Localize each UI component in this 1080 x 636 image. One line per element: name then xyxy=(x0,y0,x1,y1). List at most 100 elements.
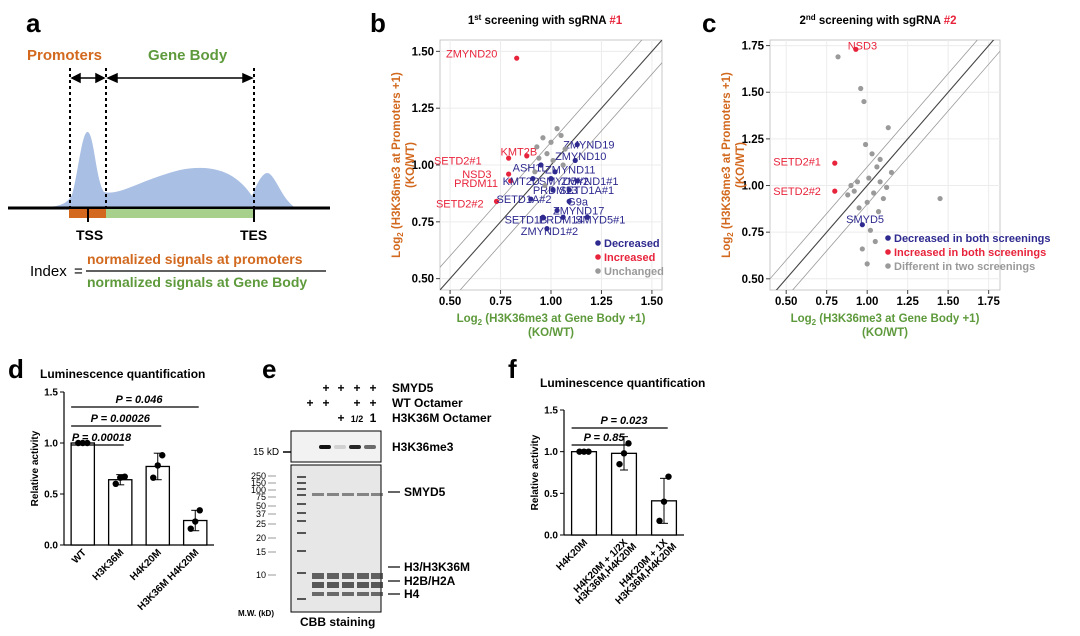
gel-band xyxy=(357,592,369,596)
data-point xyxy=(574,141,580,148)
panel-f-bar: f Luminescence quantification 0.0 0.5 1.0 1… xyxy=(508,354,705,607)
y-tick-label: 0.0 xyxy=(44,541,58,552)
data-point xyxy=(874,164,880,170)
bar xyxy=(570,451,598,536)
data-point xyxy=(871,190,877,196)
y-tick-label: 0.50 xyxy=(742,274,764,286)
signal-profile xyxy=(22,131,296,208)
point-label: KMT2B xyxy=(501,146,538,158)
legend-label: Different in two screenings xyxy=(894,261,1035,273)
data-point xyxy=(884,184,890,190)
data-point xyxy=(534,144,540,150)
point-label: KMT2D xyxy=(503,176,540,188)
tss-label: TSS xyxy=(76,227,103,243)
x-tick-label: 0.50 xyxy=(439,296,461,308)
mw-tick-label: 10 xyxy=(256,570,266,580)
gel-band xyxy=(327,582,339,588)
ladder-band xyxy=(297,520,306,522)
ladder-band xyxy=(297,476,306,478)
replicate-dot xyxy=(159,452,166,459)
identity-lines xyxy=(770,40,1000,290)
point-label: ZMYND10 xyxy=(555,151,606,163)
legend-marker xyxy=(885,263,891,269)
gel-band xyxy=(357,573,369,579)
point-label: ZMYND11 xyxy=(545,165,596,177)
gel-band xyxy=(342,493,354,496)
ladder-band xyxy=(297,532,306,534)
replicate-dot xyxy=(665,473,672,480)
blot-band xyxy=(319,445,331,449)
data-point xyxy=(528,196,534,202)
mw-tick-label: 37 xyxy=(256,509,266,519)
mw-label: M.W. (kD) xyxy=(238,609,274,618)
y-tick-label: 1.0 xyxy=(44,439,58,450)
y-tick-label: 0.0 xyxy=(544,531,558,542)
replicate-dot xyxy=(187,525,194,532)
promoter-arrow xyxy=(70,72,106,84)
x-tick-label: 1.00 xyxy=(540,296,562,308)
data-point xyxy=(572,157,578,164)
mw-tick-label: 20 xyxy=(256,533,266,543)
data-point xyxy=(877,179,883,185)
x-tick-label: H4K20M xyxy=(554,537,590,573)
chart-title: Luminescence quantification xyxy=(40,367,205,381)
y-tick-label: 0.50 xyxy=(412,274,434,286)
replicate-dot xyxy=(154,462,161,469)
mw-tick-label: 150 xyxy=(251,478,266,488)
point-label: SMYD5 xyxy=(846,214,884,226)
panel-b-scatter: b 1st screening with sgRNA #1 0.50 0.75 1.… xyxy=(370,8,664,339)
point-label: PRDM13 xyxy=(533,185,578,197)
y-axis-label-2: (KO/WT) xyxy=(405,142,417,188)
y-tick-label: 1.25 xyxy=(412,103,435,115)
cbb-gel xyxy=(290,464,382,613)
mw-tick-label: 15 xyxy=(256,547,266,557)
y-tick-label: 1.5 xyxy=(544,406,558,417)
point-label: SETD1A#2 xyxy=(497,194,552,206)
data-point xyxy=(560,162,566,168)
gel-band xyxy=(327,493,339,496)
y-tick-label: 1.50 xyxy=(742,87,764,99)
ladder-band xyxy=(297,512,306,514)
legend-label: Decreased xyxy=(604,238,660,250)
promoters-label: Promoters xyxy=(27,47,102,64)
y-tick-label: 0.5 xyxy=(44,490,58,501)
point-label: ZMYND1#2 xyxy=(521,226,578,238)
blot-band xyxy=(349,445,361,449)
data-point xyxy=(864,199,870,205)
data-point xyxy=(867,227,874,233)
band-label: H4 xyxy=(404,587,420,601)
panel-label-b: b xyxy=(370,8,386,38)
data-point xyxy=(866,175,872,181)
gel-band xyxy=(312,493,324,496)
data-point xyxy=(854,179,861,185)
point-label: ZMYND1#1 xyxy=(561,176,618,188)
y-axis-label-2: (KO/WT) xyxy=(735,142,747,188)
lane-marker: 1/2 xyxy=(351,414,364,424)
chart-title: Luminescence quantification xyxy=(540,376,705,390)
panel-e-gel: e + + + + SMYD5+ + + + WT Octamer+ 1/2 1 H3K36M Oct… xyxy=(238,354,492,629)
y-tick-label: 1.75 xyxy=(742,41,765,53)
p-value-label: P = 0.85 xyxy=(584,432,626,444)
replicate-dot xyxy=(616,460,623,468)
legend-label: Decreased in both screenings xyxy=(894,233,1051,245)
point-label: ZMYND19 xyxy=(563,140,614,152)
point-label: ZMYND20 xyxy=(446,49,497,61)
x-tick-label: 1.25 xyxy=(896,296,919,308)
y-tick-label: 0.75 xyxy=(412,217,435,229)
replicate-dot xyxy=(580,448,588,455)
lane-marker: + xyxy=(322,396,329,410)
p-value-label: P = 0.023 xyxy=(601,415,648,427)
data-point xyxy=(859,246,865,252)
ladder-band xyxy=(297,494,306,496)
y-tick-label: 1.00 xyxy=(742,181,764,193)
replicate-dot xyxy=(192,518,199,525)
y-tick-label: 0.75 xyxy=(742,227,765,239)
gene-body-arrow xyxy=(106,72,254,84)
mw-tick-label: 75 xyxy=(256,492,266,502)
data-point xyxy=(560,214,566,220)
mw-tick-label: 25 xyxy=(256,519,266,529)
data-point xyxy=(888,169,895,176)
data-point xyxy=(872,238,878,245)
lane-marker: + xyxy=(353,381,360,395)
data-point xyxy=(832,160,838,166)
